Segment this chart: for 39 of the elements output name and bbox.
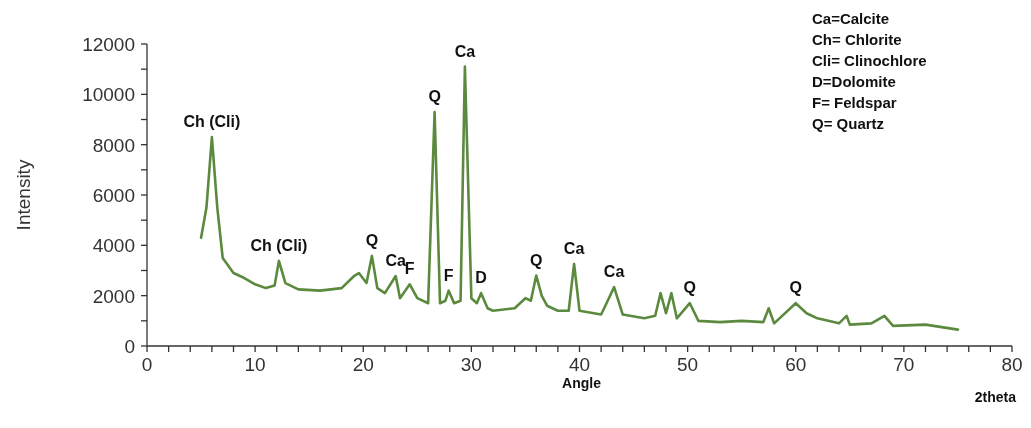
annotation: Q	[365, 231, 379, 249]
y-tick-label: 6000	[92, 185, 135, 206]
x-tick-label: 0	[141, 354, 153, 375]
y-tick-label: 10000	[82, 84, 135, 106]
text: 2theta	[974, 389, 1017, 405]
annotation: F= Feldspar	[812, 94, 897, 111]
x-tick-label: 10	[244, 354, 266, 375]
x-tick-label: 50	[677, 354, 699, 375]
annotation: Ch (Cli)	[250, 236, 308, 254]
annotation: Cli= Clinochlore	[812, 52, 927, 69]
x-tick-label: 60	[785, 354, 807, 375]
x-tick-label: 40	[568, 354, 591, 375]
y-tick-label: 4000	[92, 235, 135, 257]
x-tick-label: 80	[1001, 354, 1023, 375]
x-axis-title: Angle	[562, 375, 602, 391]
annotation: Ca	[454, 42, 476, 60]
annotation: Q	[428, 87, 441, 105]
annotation: F	[404, 260, 415, 278]
y-axis-title: Intensity	[13, 159, 34, 231]
annotation: Ca	[603, 263, 625, 281]
y-tick-label: 0	[124, 336, 135, 357]
y-tick-label: 8000	[92, 134, 135, 156]
annotation: Q	[530, 251, 543, 269]
y-tick-label: 2000	[92, 285, 135, 307]
annotation: Ch= Chlorite	[812, 31, 902, 48]
annotation: Q	[683, 279, 697, 297]
annotation: D=Dolomite	[812, 73, 896, 90]
x-tick-label: 20	[352, 354, 374, 375]
text: Ca=Calcite	[812, 10, 890, 27]
y-tick-label: 12000	[82, 34, 135, 55]
x-tick-label: 30	[460, 354, 482, 375]
x-tick-label: 70	[893, 354, 915, 375]
annotation: Ca	[563, 239, 585, 257]
annotation: Q	[789, 279, 802, 297]
annotation: Ca	[385, 252, 407, 270]
annotation: Q= Quartz	[812, 115, 885, 132]
annotation: F	[443, 266, 454, 284]
annotation: D	[475, 269, 487, 287]
annotation: Ch (Cli)	[183, 113, 241, 131]
